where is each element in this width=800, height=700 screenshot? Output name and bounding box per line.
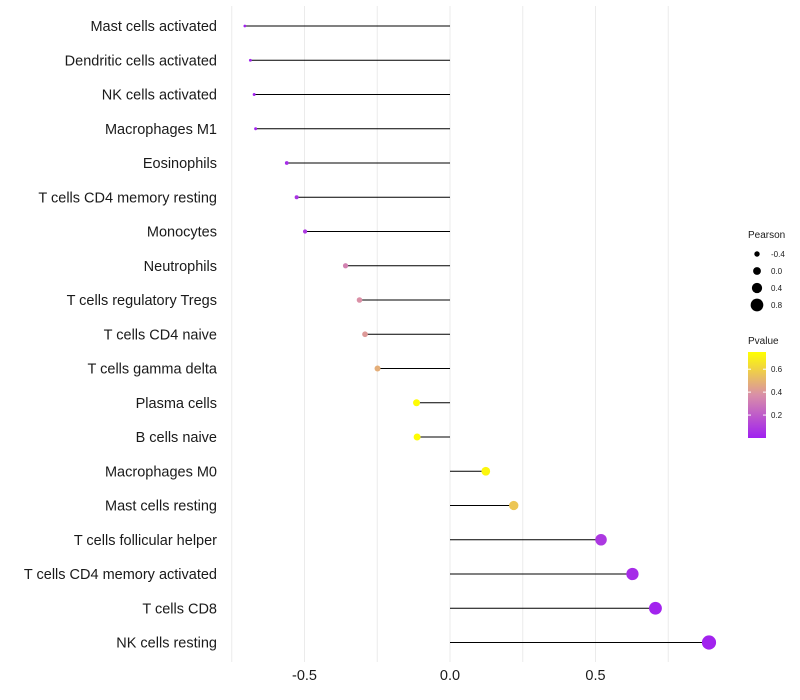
size-legend-title: Pearson [748,230,785,241]
lollipop-point [356,297,363,303]
lollipop-point [284,161,289,165]
size-legend-label: 0.4 [771,284,783,293]
lollipop-point [481,466,491,476]
x-axis-ticks: -0.5 0.0 0.5 [292,668,606,684]
lollipop-point [626,567,639,581]
category-label: Mast cells resting [105,499,217,515]
size-legend-key [751,282,763,294]
lollipop-point [413,433,421,441]
lollipop-point [509,500,519,511]
category-label: T cells gamma delta [88,362,218,378]
lollipop-point [413,399,421,407]
lollipop-point [254,127,258,131]
category-label: T cells CD4 memory activated [24,567,217,583]
color-legend-label: 0.2 [771,411,783,420]
size-legend-label: -0.4 [771,250,785,259]
lollipop-point [302,229,308,234]
size-legend-key [750,298,764,312]
lollipop-point [294,195,299,200]
category-label: Plasma cells [136,396,217,412]
size-legend-label: 0.0 [771,267,783,276]
size-legend-key [754,251,760,257]
category-label: T cells CD4 naive [104,327,217,343]
size-legend-key [753,267,761,275]
size-legend: Pearson -0.4 0.0 0.4 0.8 [748,230,785,312]
lollipop-point [374,365,381,372]
lollipop-point [243,24,247,28]
category-label: T cells CD4 memory resting [38,190,217,206]
category-labels: Mast cells activated Dendritic cells acti… [24,19,218,652]
category-label: Dendritic cells activated [65,53,217,69]
lollipop-point [342,263,349,269]
color-bar [748,352,766,438]
lollipop-point [362,331,368,338]
category-label: B cells naive [136,430,217,446]
segments [244,25,709,643]
lollipop-point [248,58,252,62]
category-label: NK cells resting [116,636,217,652]
category-label: NK cells activated [102,88,217,104]
lollipop-point [649,601,662,615]
size-legend-label: 0.8 [771,301,783,310]
color-legend-label: 0.4 [771,388,783,397]
category-label: Macrophages M1 [105,122,217,138]
category-label: Monocytes [147,225,217,241]
color-legend-title: Pvalue [748,336,779,347]
category-label: T cells CD8 [142,601,217,617]
lollipop-point [595,533,607,546]
category-label: Mast cells activated [90,19,217,35]
x-tick-label: -0.5 [292,668,317,684]
color-legend-label: 0.6 [771,365,783,374]
category-label: T cells follicular helper [74,533,217,549]
category-label: T cells regulatory Tregs [67,293,217,309]
category-label: Macrophages M0 [105,464,217,480]
category-label: Neutrophils [144,259,217,275]
points [243,24,717,650]
x-tick-label: 0.0 [440,668,460,684]
category-label: Eosinophils [143,156,217,172]
color-legend: Pvalue 0.2 0.4 0.6 [748,336,783,438]
x-tick-label: 0.5 [585,668,605,684]
lollipop-point [701,635,717,650]
lollipop-point [252,93,256,96]
